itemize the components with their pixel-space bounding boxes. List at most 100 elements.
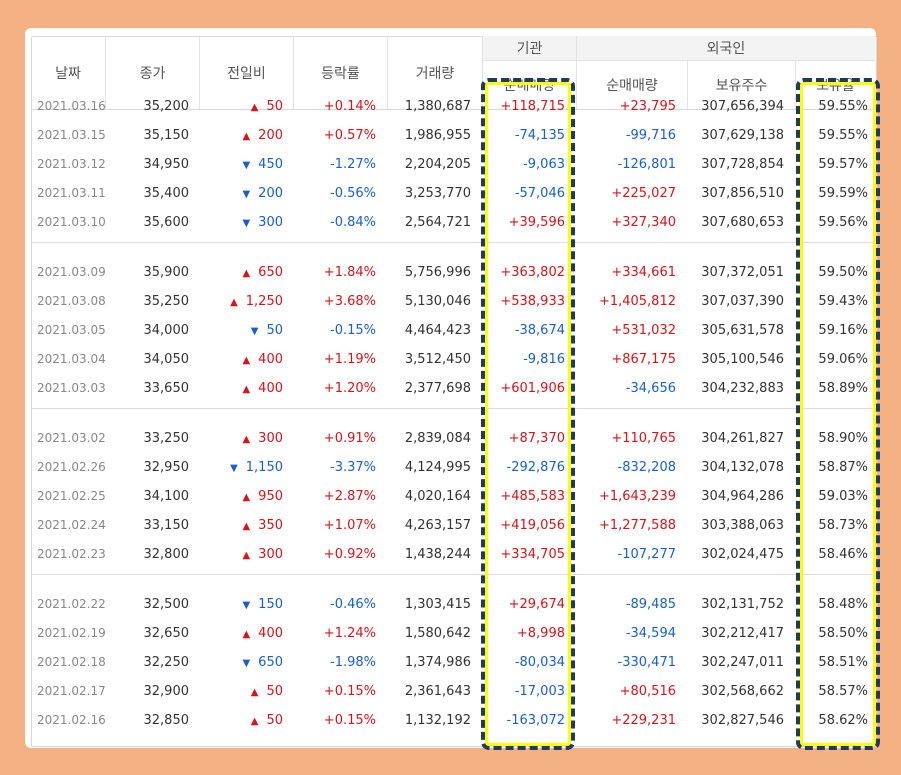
hold-cell: 302,827,546 [701, 713, 784, 728]
change-cell: ▲ 300 [200, 540, 283, 569]
close-cell: 35,150 [143, 128, 190, 143]
close-cell: 33,150 [143, 518, 190, 533]
close-cell: 32,800 [143, 547, 190, 562]
ratio-cell: 59.55% [818, 128, 868, 143]
change-value: 400 [258, 352, 283, 367]
volume-cell: 4,124,995 [404, 460, 471, 475]
table-row: 2021.03.12 34,950 ▼ 450 -1.27% 2,204,205 -9,06… [31, 150, 875, 179]
foreign-cell: +327,340 [611, 215, 676, 230]
hold-cell: 307,656,394 [701, 99, 784, 114]
rate-cell: +1.24% [323, 626, 376, 641]
volume-cell: 1,580,642 [404, 626, 471, 641]
date-cell: 2021.02.24 [37, 518, 106, 532]
close-cell: 34,950 [143, 157, 190, 172]
rate-cell: -3.37% [330, 460, 376, 475]
ratio-cell: 59.43% [818, 294, 868, 309]
rate-cell: +3.68% [323, 294, 376, 309]
close-cell: 34,050 [143, 352, 190, 367]
volume-cell: 4,020,164 [404, 489, 471, 504]
table-row: 2021.03.03 33,650 ▲ 400 +1.20% 2,377,698 +601,… [31, 374, 875, 403]
ratio-cell: 58.51% [818, 655, 868, 670]
header-divider [105, 36, 106, 109]
date-cell: 2021.03.09 [37, 265, 106, 279]
volume-cell: 3,512,450 [404, 352, 471, 367]
close-cell: 35,600 [143, 215, 190, 230]
header-foreign-holdings[interactable]: 보유주수 [715, 78, 768, 94]
foreign-cell: +1,405,812 [598, 294, 676, 309]
close-cell: 32,900 [143, 684, 190, 699]
close-cell: 33,650 [143, 381, 190, 396]
date-cell: 2021.02.17 [37, 684, 106, 698]
close-cell: 32,650 [143, 626, 190, 641]
table-row: 2021.03.02 33,250 ▲ 300 +0.91% 2,839,084 +87,3… [31, 424, 875, 453]
change-cell: ▼ 1,150 [200, 453, 283, 482]
header-close[interactable]: 종가 [139, 65, 166, 82]
volume-cell: 5,130,046 [404, 294, 471, 309]
down-triangle-icon: ▼ [230, 463, 238, 474]
up-triangle-icon: ▲ [250, 687, 259, 698]
hold-cell: 302,212,417 [701, 626, 784, 641]
change-cell: ▲ 300 [200, 424, 283, 453]
header-foreign-group: 외국인 [577, 36, 875, 60]
table-row: 2021.03.15 35,150 ▲ 200 +0.57% 1,986,955 -74,1… [31, 121, 875, 150]
header-rate[interactable]: 등락률 [321, 65, 360, 82]
ratio-cell: 58.46% [818, 547, 868, 562]
down-triangle-icon: ▼ [242, 218, 251, 229]
date-cell: 2021.03.11 [37, 186, 106, 200]
table-row: 2021.02.25 34,100 ▲ 950 +2.87% 4,020,164 +485,… [31, 482, 875, 511]
ratio-cell: 59.50% [818, 265, 868, 280]
ratio-cell: 58.62% [818, 713, 868, 728]
up-triangle-icon: ▲ [242, 521, 251, 532]
hold-cell: 305,631,578 [701, 323, 784, 338]
table-panel: 날짜 종가 전일비 등락률 거래량 기관 순매매량 외국인 순매매량 보유주수 … [25, 28, 880, 750]
inst-cell: -163,072 [506, 713, 565, 728]
header-date[interactable]: 날짜 [55, 65, 81, 82]
ratio-cell: 59.06% [818, 352, 868, 367]
rate-cell: -0.46% [330, 597, 376, 612]
header-foreign-ratio[interactable]: 보유율 [816, 78, 855, 94]
volume-cell: 1,986,955 [404, 128, 471, 143]
inst-cell: +118,715 [500, 99, 565, 114]
foreign-cell: +1,277,588 [598, 518, 676, 533]
header-institution-net[interactable]: 순매매량 [503, 78, 556, 94]
rate-cell: -0.84% [330, 215, 376, 230]
header-foreign-net[interactable]: 순매매량 [606, 78, 658, 94]
header-divider [293, 36, 294, 109]
header-volume[interactable]: 거래량 [415, 65, 455, 82]
volume-cell: 1,374,986 [404, 655, 471, 670]
change-value: 1,250 [245, 294, 283, 309]
volume-cell: 3,253,770 [404, 186, 471, 201]
up-triangle-icon: ▲ [242, 384, 251, 395]
rate-cell: +1.84% [323, 265, 376, 280]
group-separator [31, 408, 875, 409]
inst-cell: +485,583 [500, 489, 565, 504]
volume-cell: 2,377,698 [404, 381, 471, 396]
change-cell: ▲ 50 [200, 92, 283, 121]
up-triangle-icon: ▲ [242, 550, 251, 561]
inst-cell: -80,034 [514, 655, 565, 670]
hold-cell: 305,100,546 [701, 352, 784, 367]
foreign-cell: -832,208 [617, 460, 676, 475]
change-value: 950 [258, 489, 283, 504]
group-separator [31, 574, 875, 575]
date-cell: 2021.03.16 [37, 99, 106, 113]
header-divider [482, 36, 483, 109]
rate-cell: -0.15% [330, 323, 376, 338]
table-row: 2021.02.19 32,650 ▲ 400 +1.24% 1,580,642 +8,99… [31, 619, 875, 648]
date-cell: 2021.02.19 [37, 626, 106, 640]
date-cell: 2021.03.04 [37, 352, 106, 366]
header-divider [199, 36, 200, 109]
header-change[interactable]: 전일비 [227, 65, 266, 82]
date-cell: 2021.03.12 [37, 157, 106, 171]
change-cell: ▲ 650 [200, 258, 283, 287]
up-triangle-icon: ▲ [242, 268, 251, 279]
date-cell: 2021.02.25 [37, 489, 106, 503]
table-row: 2021.03.08 35,250 ▲ 1,250 +3.68% 5,130,046 +53… [31, 287, 875, 316]
rate-cell: +0.91% [323, 431, 376, 446]
up-triangle-icon: ▲ [250, 716, 259, 727]
ratio-cell: 59.55% [818, 99, 868, 114]
table-row: 2021.03.04 34,050 ▲ 400 +1.19% 3,512,450 -9,81… [31, 345, 875, 374]
up-triangle-icon: ▲ [242, 629, 251, 640]
foreign-cell: -34,594 [625, 626, 676, 641]
rate-cell: +0.57% [323, 128, 376, 143]
